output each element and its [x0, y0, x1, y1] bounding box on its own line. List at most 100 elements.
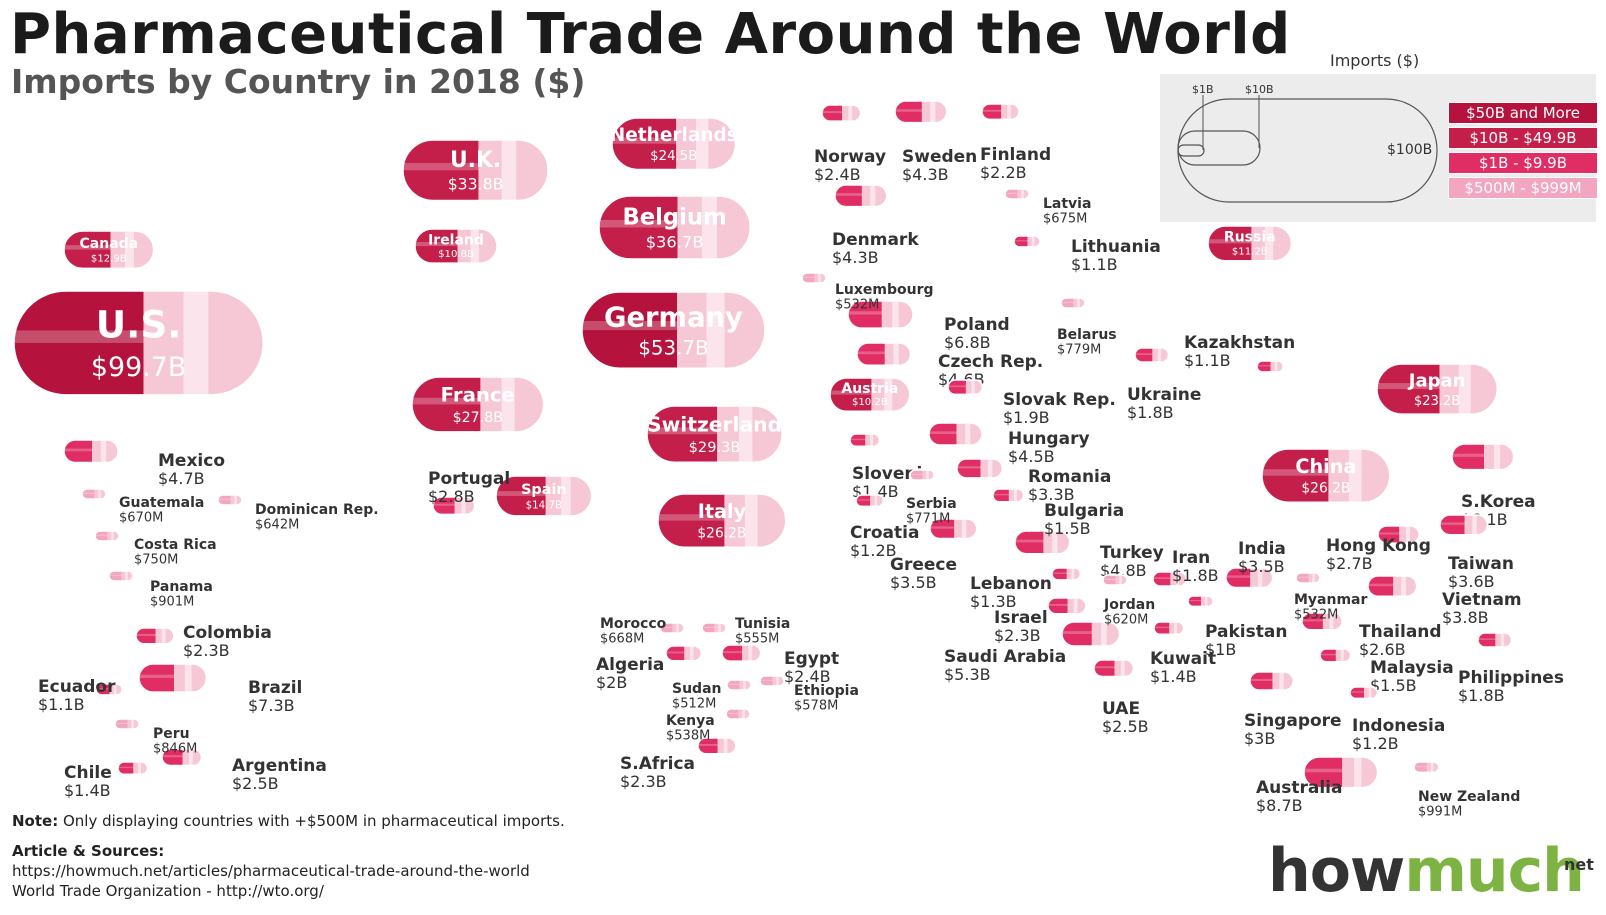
country-name-vietnam: Vietnam	[1442, 590, 1522, 610]
country-name-taiwan: Taiwan	[1448, 554, 1514, 574]
country-pill-lithuania	[1013, 235, 1041, 248]
pill-outline	[95, 683, 123, 696]
pill-band	[666, 651, 685, 654]
country-pill-czech-rep	[856, 342, 912, 367]
pill-outline	[1014, 530, 1071, 555]
country-value-slovak-rep: $1.9B	[1003, 408, 1050, 427]
pill-stripe	[818, 273, 821, 283]
pill-left-half	[1440, 515, 1465, 535]
country-name-sudan: Sudan	[672, 681, 722, 697]
country-pill-new-zealand	[1413, 761, 1440, 774]
country-name-hungary: Hungary	[1008, 429, 1090, 449]
pill-left-half	[722, 645, 743, 662]
pill-stripe	[1274, 361, 1278, 372]
pill-outline	[94, 530, 120, 542]
pill-band	[848, 311, 882, 315]
pill-stripe	[1071, 568, 1075, 580]
country-pill-portugal	[432, 496, 476, 516]
pill-band	[1440, 522, 1465, 525]
pill-band	[1052, 572, 1067, 574]
country-value-u-s: $99.7B	[91, 352, 186, 383]
country-name-belgium: Belgium	[622, 204, 726, 230]
pill-stripe	[738, 406, 753, 463]
pill-band	[95, 534, 108, 536]
country-pill-philippines	[1477, 632, 1513, 648]
pill-outline	[1303, 756, 1379, 789]
pill-outline	[1102, 574, 1128, 586]
pill-left-half	[1478, 633, 1496, 647]
pill-band	[982, 109, 1002, 112]
pill-stripe	[893, 343, 899, 366]
country-name-ethiopia: Ethiopia	[794, 683, 859, 699]
pill-outline	[701, 622, 727, 634]
sources-link-wto[interactable]: World Trade Organization - http://wto.or…	[12, 882, 324, 900]
pill-left-half	[658, 494, 725, 548]
country-value-egypt: $2.4B	[784, 667, 831, 686]
country-name-poland: Poland	[944, 315, 1010, 335]
pill-stripe	[1472, 515, 1477, 535]
country-pill-indonesia	[1349, 686, 1379, 700]
country-value-bulgaria: $1.5B	[1044, 519, 1091, 538]
chart-subtitle: Imports by Country in 2018 ($)	[11, 62, 586, 101]
pill-left-half	[433, 497, 455, 515]
pill-stripe	[874, 495, 878, 507]
country-pill-kuwait	[1153, 621, 1185, 636]
country-pill-china	[1261, 448, 1391, 503]
country-pill-mexico	[63, 439, 119, 464]
sources-link-article[interactable]: https://howmuch.net/articles/pharmaceuti…	[12, 862, 530, 880]
country-value-morocco: $668M	[600, 632, 644, 647]
brand-logo-much: much	[1404, 836, 1585, 906]
country-pill-denmark	[834, 184, 888, 208]
country-name-lithuania: Lithuania	[1071, 237, 1161, 257]
country-value-argentina: $2.5B	[232, 774, 279, 793]
country-name-germany: Germany	[604, 302, 743, 333]
pill-stripe	[1354, 757, 1362, 788]
pill-band	[1094, 666, 1115, 669]
pill-band	[14, 330, 144, 343]
country-value-netherlands: $24.5B	[650, 149, 697, 164]
pill-band	[830, 390, 872, 395]
pill-stripe	[870, 434, 874, 447]
pill-band	[957, 466, 981, 469]
country-pill-ethiopia	[759, 675, 785, 687]
pill-left-half	[218, 495, 231, 505]
country-name-kenya: Kenya	[666, 713, 715, 729]
pill-band	[1262, 469, 1329, 476]
pill-band	[802, 276, 815, 278]
country-pill-slovenia	[849, 433, 881, 448]
legend-category-500m: $500M - $999M	[1448, 177, 1598, 199]
pill-band	[433, 503, 455, 506]
country-pill-latvia	[1004, 188, 1030, 200]
pill-stripe	[971, 380, 975, 395]
pill-outline	[1134, 347, 1170, 363]
pill-band	[1368, 583, 1394, 587]
pill-outline	[611, 117, 737, 171]
country-name-japan: Japan	[1407, 371, 1466, 392]
country-name-brazil: Brazil	[248, 678, 302, 698]
country-value-hungary: $4.5B	[1008, 447, 1055, 466]
country-pill-myanmar	[1295, 572, 1321, 584]
country-value-tunisia: $555M	[735, 632, 779, 647]
country-value-iran: $1.8B	[1172, 566, 1219, 585]
country-value-dominican-rep: $642M	[255, 518, 299, 533]
country-value-ireland: $10.8B	[438, 249, 474, 260]
pill-outline	[1153, 621, 1185, 636]
country-name-romania: Romania	[1028, 467, 1111, 487]
country-name-pakistan: Pakistan	[1205, 622, 1287, 642]
pill-stripe	[1013, 489, 1017, 502]
pill-left-half	[109, 571, 122, 581]
pill-left-half	[1377, 364, 1440, 415]
pill-outline	[992, 488, 1025, 503]
country-value-jordan: $620M	[1104, 613, 1148, 628]
country-value-spain: $14.7B	[526, 500, 563, 512]
pill-stripe	[987, 459, 993, 478]
country-pill-saudi-arabia	[1061, 621, 1121, 647]
pill-band	[1377, 383, 1440, 390]
country-pill-norway	[821, 104, 862, 122]
pill-left-half	[139, 664, 175, 693]
country-name-singapore: Singapore	[1244, 711, 1342, 731]
pill-left-half	[1378, 526, 1400, 544]
pill-left-half	[612, 118, 677, 170]
country-pill-u-k	[402, 139, 549, 202]
pill-left-half	[1154, 622, 1170, 635]
